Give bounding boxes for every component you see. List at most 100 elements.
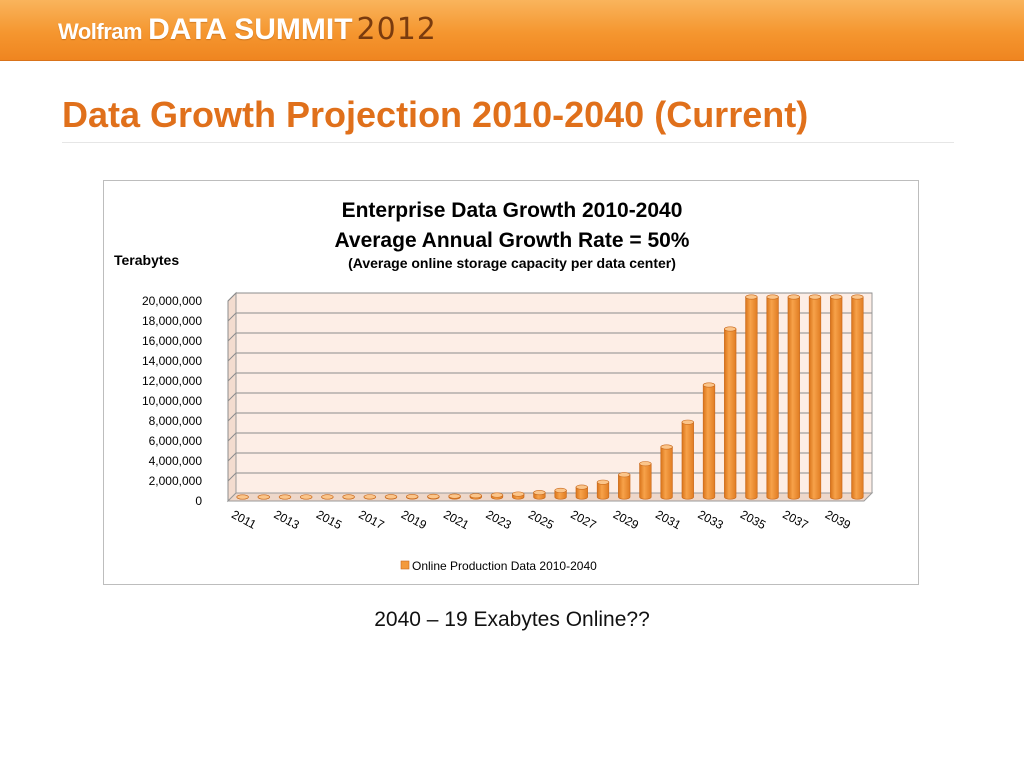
- bar-cap: [300, 494, 313, 500]
- bar: [321, 494, 334, 500]
- x-tick-label: 2039: [823, 507, 853, 532]
- chart-legend: Online Production Data 2010-2040: [400, 559, 597, 573]
- bar: [851, 294, 864, 500]
- x-tick-label: 2031: [653, 507, 683, 532]
- bar-cap: [363, 494, 376, 500]
- x-tick-label: 2035: [738, 507, 768, 532]
- x-tick-label: 2013: [272, 507, 302, 532]
- y-tick-label: 14,000,000: [142, 354, 202, 368]
- y-tick-label: 8,000,000: [149, 414, 203, 428]
- x-tick-label: 2025: [526, 507, 556, 532]
- bar: [427, 493, 440, 500]
- bar-cap: [851, 294, 864, 300]
- y-tick-label: 20,000,000: [142, 294, 202, 308]
- bar-cap: [427, 493, 440, 499]
- y-tick-label: 0: [195, 494, 202, 508]
- bar: [702, 382, 716, 500]
- bar: [512, 491, 525, 500]
- bar-cap: [236, 494, 249, 500]
- gridline-side: [227, 452, 237, 462]
- bar-cap: [384, 494, 398, 500]
- legend-label: Online Production Data 2010-2040: [412, 559, 597, 573]
- bar-cap: [596, 479, 610, 485]
- header-banner: Wolfram DATA SUMMIT 2012: [0, 0, 1024, 61]
- bar-cap: [533, 490, 546, 496]
- gridline-side: [227, 432, 237, 442]
- gridline-side: [227, 352, 237, 362]
- bar-cap: [618, 472, 631, 478]
- bar-cap: [490, 492, 504, 498]
- bar-cap: [278, 494, 292, 500]
- bar-cap: [745, 294, 758, 300]
- bar: [300, 494, 313, 500]
- y-tick-label: 12,000,000: [142, 374, 202, 388]
- gridline-side: [227, 292, 237, 302]
- bar-body: [851, 296, 864, 500]
- chart-title: Enterprise Data Growth 2010-2040: [342, 199, 683, 222]
- bar-cap: [554, 487, 567, 493]
- slide-title: Data Growth Projection 2010-2040 (Curren…: [62, 94, 809, 135]
- bar-cap: [342, 494, 355, 500]
- bar-body: [766, 296, 779, 500]
- bar-cap: [830, 294, 843, 300]
- bar: [363, 494, 376, 500]
- bar-cap: [702, 382, 716, 388]
- bar: [236, 494, 249, 500]
- bar: [724, 326, 737, 500]
- bar: [745, 294, 758, 500]
- bar-body: [618, 474, 631, 500]
- y-tick-label: 16,000,000: [142, 334, 202, 348]
- bar: [787, 294, 800, 500]
- bar-chart: Enterprise Data Growth 2010-2040 Average…: [114, 199, 874, 573]
- bar-cap: [321, 494, 334, 500]
- bar: [766, 294, 779, 500]
- brand-name: Wolfram: [58, 19, 143, 44]
- bar-body: [639, 463, 652, 500]
- x-tick-label: 2029: [611, 507, 641, 532]
- gridline-side: [227, 392, 237, 402]
- bar-cap: [512, 491, 525, 497]
- chart-subtitle-note: (Average online storage capacity per dat…: [348, 255, 676, 271]
- gridline-side: [227, 312, 237, 322]
- bar: [406, 494, 419, 500]
- bar-cap: [787, 294, 800, 300]
- bar-body: [808, 296, 822, 500]
- gridline-side: [227, 472, 237, 482]
- bar-cap: [469, 493, 482, 499]
- y-tick-label: 18,000,000: [142, 314, 202, 328]
- bar-cap: [448, 493, 461, 499]
- bar-cap: [660, 444, 673, 450]
- bar: [342, 494, 355, 500]
- bar: [575, 484, 588, 500]
- bar-body: [724, 328, 737, 500]
- bar: [618, 472, 631, 500]
- bar-cap: [724, 326, 737, 332]
- bar: [533, 490, 546, 500]
- bar-body: [575, 486, 588, 500]
- x-tick-label: 2017: [356, 507, 386, 532]
- gridline-side: [227, 372, 237, 382]
- x-tick-label: 2037: [780, 507, 810, 532]
- y-axis-label: Terabytes: [114, 252, 179, 268]
- gridline-side: [227, 332, 237, 342]
- bar-cap: [575, 484, 588, 490]
- event-year: 2012: [356, 12, 437, 47]
- y-tick-label: 10,000,000: [142, 394, 202, 408]
- bar-body: [596, 481, 610, 500]
- bar-cap: [257, 494, 270, 500]
- bar: [469, 493, 482, 500]
- legend-swatch: [400, 560, 410, 570]
- title-divider: [62, 142, 954, 143]
- x-tick-label: 2011: [229, 507, 259, 532]
- bar-body: [681, 421, 694, 500]
- bar-cap: [808, 294, 822, 300]
- bar: [448, 493, 461, 500]
- x-tick-label: 2019: [399, 507, 429, 532]
- bar-body: [787, 296, 800, 500]
- bar: [596, 479, 610, 500]
- bar-cap: [639, 461, 652, 467]
- bar-body: [830, 296, 843, 500]
- gridline-side: [227, 412, 237, 422]
- chart-subtitle: Average Annual Growth Rate = 50%: [335, 229, 690, 252]
- x-tick-label: 2023: [484, 507, 514, 532]
